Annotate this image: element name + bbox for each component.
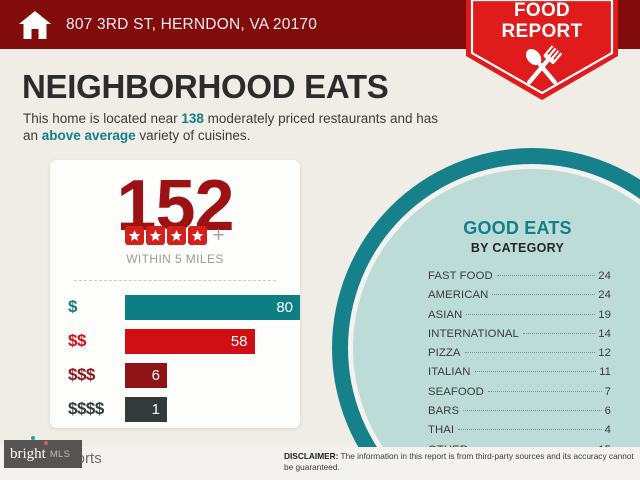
price-bar-value: 80 [276,298,293,316]
category-list: FAST FOOD 24 AMERICAN 24 ASIAN 19 INTERNATIONA… [410,267,625,460]
category-leader-dots [487,390,602,392]
price-bar-track: 1 [125,396,300,422]
price-bar-value: 6 [151,366,160,384]
good-eats-subtitle: BY CATEGORY [470,241,565,255]
category-name: PIZZA [428,347,461,360]
star-icon [188,226,208,245]
category-leader-dots [496,275,596,276]
category-name: BARS [428,405,460,418]
category-leader-dots [464,352,596,354]
house-icon [18,10,52,40]
category-value: 4 [604,424,611,437]
price-bar-label: $$ [68,331,86,350]
subtitle-highlight-count: 138 [181,111,204,126]
category-name: AMERICAN [428,289,489,302]
logo-dot-teal-icon [31,436,35,440]
star-icon [146,226,166,245]
price-bar-row: $$$ 6 [50,360,300,390]
subtitle-part-3: variety of cuisines. [135,128,251,143]
price-bar-chart: $80 $$ 58 $$$ 6 $$$$ 1 [50,292,300,428]
price-bar-fill: 6 [125,362,167,388]
subtitle-part-2: moderately priced restaurants and has an [23,111,439,143]
category-row: FAST FOOD 24 [428,267,611,286]
radius-caption: WITHIN 5 MILES [126,252,224,266]
category-value: 12 [598,347,611,360]
category-value: 14 [598,327,611,340]
star-rating: + [50,224,300,247]
badge-line-1: FOOD [513,0,571,21]
badge-line-2: REPORT [501,21,583,42]
disclaimer-text: The information in this report is from t… [284,451,634,472]
category-row: SEAFOOD 7 [428,383,611,402]
category-leader-dots [466,313,596,315]
category-value: 11 [599,366,611,379]
price-bar-value: 58 [230,332,248,350]
price-bar-fill: 58 [125,328,255,354]
category-name: ITALIAN [428,366,471,379]
subtitle-highlight-rating: above average [41,128,136,143]
logo-sub-text: MLS [49,448,71,460]
category-name: ASIAN [428,308,463,321]
price-bar-row: $80 [50,292,300,322]
category-leader-dots [458,429,602,431]
category-leader-dots [522,332,596,334]
category-row: INTERNATIONAL 14 [428,325,611,344]
category-row: ITALIAN 11 [428,363,611,382]
good-eats-panel: GOOD EATS BY CATEGORY FAST FOOD 24 AMERICA… [410,218,625,460]
price-bar-row: $$ 58 [50,326,300,356]
category-value: 7 [604,385,611,398]
category-name: SEAFOOD [428,385,484,398]
category-row: AMERICAN 24 [428,286,611,305]
price-bar-fill: 1 [125,396,167,422]
subtitle-part-1: This home is located near [23,111,182,126]
category-name: INTERNATIONAL [428,327,519,340]
badge-label: FOOD REPORT [466,0,618,42]
category-row: PIZZA 12 [428,344,611,363]
page-subtitle: This home is located near 138 moderately… [23,110,453,144]
disclaimer: DISCLAIMER: The information in this repo… [284,451,634,473]
disclaimer-label: DISCLAIMER: [284,451,339,461]
card-divider [74,280,276,281]
star-plus-icon: + [212,224,225,247]
page-title: NEIGHBORHOOD EATS [22,68,389,105]
food-report-badge: FOOD REPORT [466,0,618,100]
category-row: ASIAN 19 [428,306,611,325]
price-bar-track: 80 [125,294,300,320]
bright-mls-logo: bright MLS [4,436,82,468]
logo-wordmark: bright [10,445,46,462]
category-leader-dots [463,410,602,412]
category-leader-dots [492,294,596,296]
category-value: 19 [598,308,611,321]
category-name: THAI [428,424,455,437]
footer-bar [0,447,640,480]
price-bar-track: 6 [125,362,300,388]
logo-dot-coral-icon [44,441,48,445]
price-bar-label: $$$ [68,365,95,384]
price-bar-label: $ [68,297,77,316]
category-value: 24 [598,270,611,282]
price-bar-fill: 80 [125,294,300,320]
category-value: 6 [604,405,611,418]
category-leader-dots [474,371,597,373]
good-eats-title: GOOD EATS [463,218,572,238]
star-icon [167,226,187,245]
price-bar-label: $$$$ [68,399,104,418]
category-row: BARS 6 [428,402,611,421]
restaurant-stats-card: 152 + WITHIN 5 MILES $80 $$ 58 $$$ 6 $$$$ 1 [50,160,300,428]
category-row: THAI 4 [428,421,611,440]
property-address: 807 3RD ST, HERNDON, VA 20170 [66,15,318,33]
header-content: 807 3RD ST, HERNDON, VA 20170 [18,0,317,49]
category-name: FAST FOOD [428,270,493,282]
price-bar-row: $$$$ 1 [50,394,300,424]
price-bar-track: 58 [125,328,300,354]
star-icon [125,226,145,245]
category-value: 24 [598,289,611,302]
price-bar-value: 1 [151,400,160,418]
